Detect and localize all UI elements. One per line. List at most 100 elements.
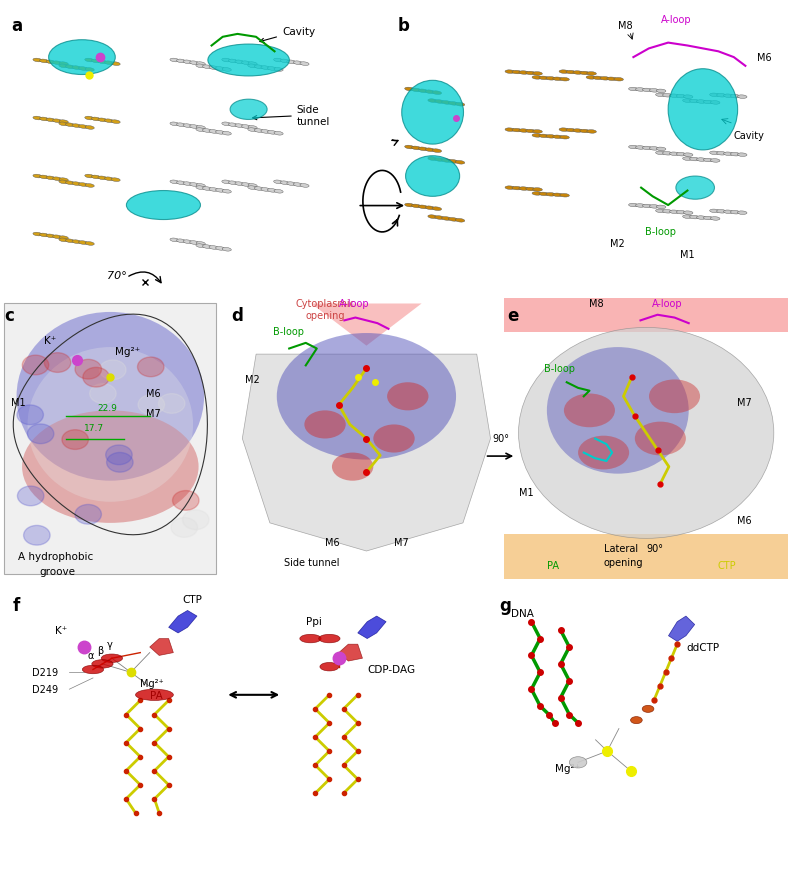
Ellipse shape [183,183,192,186]
Ellipse shape [85,175,94,178]
Ellipse shape [203,130,212,133]
Ellipse shape [261,189,270,192]
Ellipse shape [53,61,61,66]
Ellipse shape [304,411,346,439]
Ellipse shape [318,635,340,643]
Ellipse shape [533,73,542,76]
Ellipse shape [79,184,87,187]
Ellipse shape [46,61,55,65]
Ellipse shape [190,241,199,245]
Ellipse shape [91,176,101,180]
Polygon shape [358,616,386,639]
Text: b: b [398,18,410,35]
Text: f: f [13,597,20,615]
Ellipse shape [629,146,638,149]
Ellipse shape [273,59,283,62]
Ellipse shape [587,131,597,134]
Ellipse shape [300,635,322,643]
Text: g: g [500,597,511,615]
Ellipse shape [670,153,679,156]
Ellipse shape [203,188,212,191]
Ellipse shape [72,241,81,244]
Ellipse shape [402,82,463,145]
Text: M7: M7 [146,408,161,419]
Text: A-loop: A-loop [652,299,682,309]
Ellipse shape [656,152,665,155]
Text: A-loop: A-loop [660,15,691,25]
Text: PA: PA [150,690,162,700]
Ellipse shape [267,68,277,71]
Ellipse shape [587,73,597,76]
Ellipse shape [668,69,738,151]
Ellipse shape [216,132,225,135]
Text: M2: M2 [245,375,260,385]
Ellipse shape [196,187,205,191]
Text: 17.7: 17.7 [84,423,104,433]
Ellipse shape [111,120,121,125]
Ellipse shape [519,188,529,191]
Text: M7: M7 [737,397,752,407]
Ellipse shape [170,239,179,242]
Ellipse shape [564,394,615,428]
Ellipse shape [287,61,296,65]
Polygon shape [311,304,422,346]
Ellipse shape [580,130,589,133]
Ellipse shape [418,205,428,210]
Text: D249: D249 [32,684,58,694]
Ellipse shape [247,129,257,133]
Text: opening: opening [604,558,643,567]
Ellipse shape [635,422,686,456]
Ellipse shape [600,77,610,81]
Ellipse shape [697,101,706,104]
Ellipse shape [656,205,666,209]
Ellipse shape [229,124,237,127]
Ellipse shape [649,380,700,414]
Ellipse shape [690,158,699,162]
Ellipse shape [65,240,75,243]
Ellipse shape [566,71,575,75]
Ellipse shape [676,176,715,200]
Ellipse shape [656,94,665,97]
Ellipse shape [293,184,303,187]
Ellipse shape [723,153,733,156]
Ellipse shape [546,193,556,197]
Ellipse shape [177,60,186,64]
Ellipse shape [649,148,659,151]
Ellipse shape [682,216,693,220]
Ellipse shape [512,129,522,133]
Text: M8: M8 [619,21,633,31]
Ellipse shape [222,133,232,136]
Ellipse shape [505,129,515,133]
Ellipse shape [716,95,727,98]
Ellipse shape [216,190,225,193]
Ellipse shape [170,59,179,62]
Text: α: α [87,651,94,660]
Ellipse shape [723,211,733,214]
Ellipse shape [170,181,179,184]
Ellipse shape [230,100,267,120]
Ellipse shape [656,148,666,151]
Ellipse shape [261,131,270,134]
Ellipse shape [75,360,102,379]
Ellipse shape [28,348,193,502]
Polygon shape [169,611,197,633]
Ellipse shape [196,62,206,67]
Ellipse shape [91,60,101,64]
Ellipse shape [710,160,720,163]
Ellipse shape [670,95,679,98]
Ellipse shape [91,118,101,122]
Ellipse shape [448,161,458,164]
Ellipse shape [241,126,251,129]
Ellipse shape [72,183,81,186]
Ellipse shape [455,162,465,165]
Ellipse shape [629,88,638,91]
Ellipse shape [573,130,582,133]
Ellipse shape [573,72,582,76]
Ellipse shape [85,117,94,120]
Ellipse shape [635,89,645,92]
Ellipse shape [248,184,257,188]
Text: 90°: 90° [646,543,663,553]
Ellipse shape [738,154,747,157]
Ellipse shape [248,126,257,130]
Ellipse shape [79,68,87,71]
